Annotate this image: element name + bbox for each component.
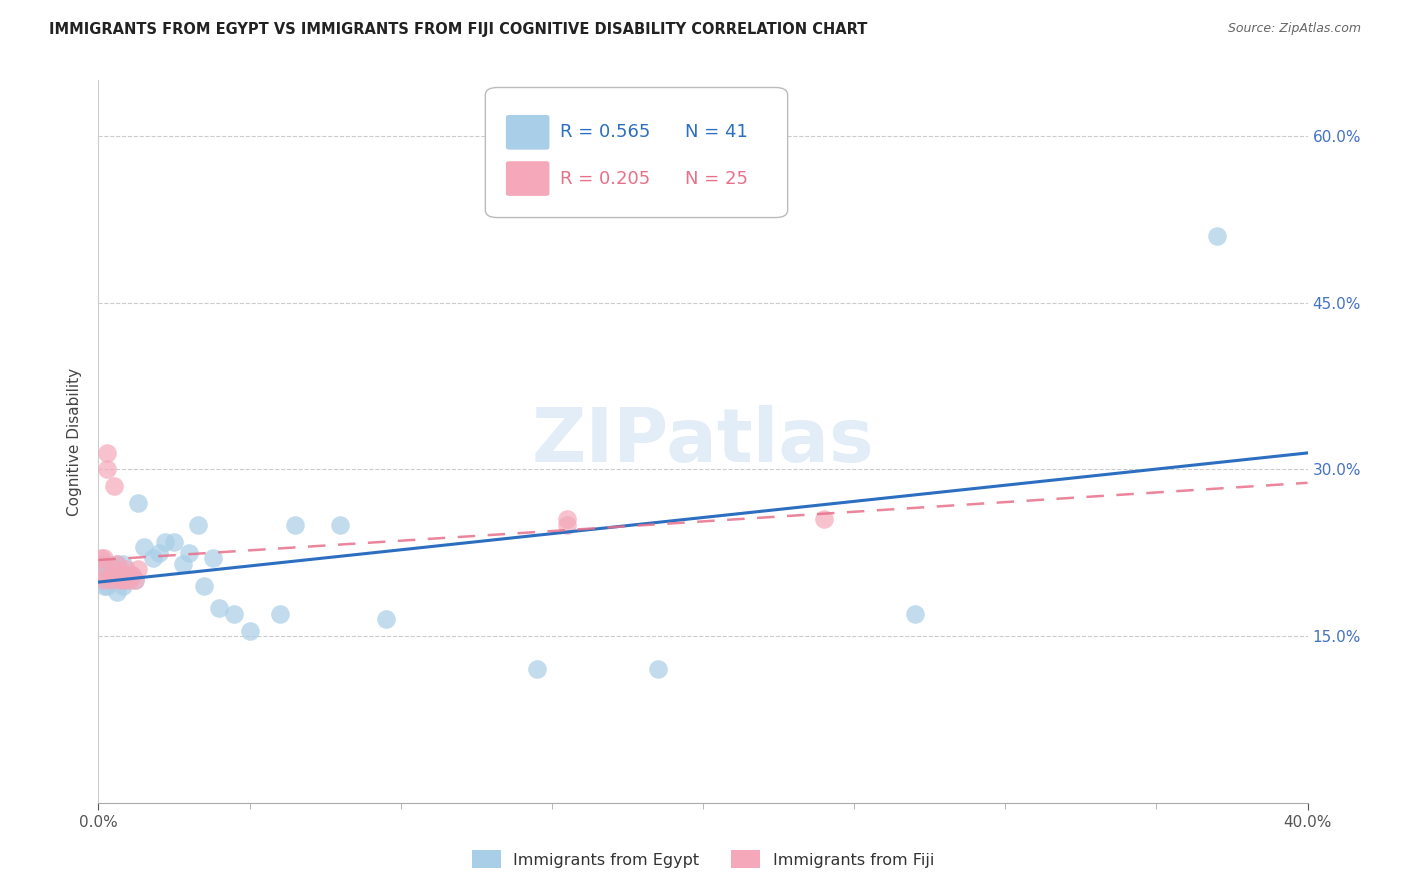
Point [118,568,141,582]
Point [142,551,165,566]
Point [90,557,112,571]
Point [904,607,927,621]
Text: R = 0.565: R = 0.565 [561,123,651,141]
Point [90,568,112,582]
Point [239,624,262,638]
Y-axis label: Cognitive Disability: Cognitive Disability [66,368,82,516]
Text: N = 41: N = 41 [685,123,748,141]
Point [108,568,131,582]
Point [105,557,128,571]
Text: ZIPatlas: ZIPatlas [531,405,875,478]
Point [100,562,122,576]
Point [96,557,118,571]
Point [108,574,131,588]
Point [100,574,122,588]
Point [163,534,186,549]
Point [96,462,118,476]
Point [118,574,141,588]
FancyBboxPatch shape [506,161,550,196]
Point [555,512,578,526]
Point [187,517,209,532]
Point [103,568,125,582]
Point [105,584,128,599]
Point [103,479,125,493]
Point [193,579,215,593]
Text: Source: ZipAtlas.com: Source: ZipAtlas.com [1227,22,1361,36]
Point [105,557,128,571]
Point [93,574,115,588]
Point [179,546,201,560]
Point [127,496,149,510]
Point [93,562,115,576]
Text: R = 0.205: R = 0.205 [561,169,651,187]
Point [121,568,143,582]
Point [153,534,176,549]
Text: N = 25: N = 25 [685,169,748,187]
Point [647,662,669,676]
Point [118,568,141,582]
Point [374,612,396,626]
Point [93,551,115,566]
Point [114,574,136,588]
Point [1206,228,1229,243]
Point [114,562,136,576]
Point [224,607,246,621]
Point [208,601,231,615]
Point [111,557,134,571]
Point [132,540,155,554]
Point [172,557,194,571]
Point [111,579,134,593]
Point [90,568,112,582]
Point [96,445,118,459]
Point [329,517,352,532]
Point [93,579,115,593]
Point [105,568,128,582]
Point [127,562,149,576]
Point [284,517,307,532]
Point [103,562,125,576]
FancyBboxPatch shape [506,115,550,150]
Point [202,551,225,566]
Point [124,574,146,588]
Text: IMMIGRANTS FROM EGYPT VS IMMIGRANTS FROM FIJI COGNITIVE DISABILITY CORRELATION C: IMMIGRANTS FROM EGYPT VS IMMIGRANTS FROM… [49,22,868,37]
Point [111,574,134,588]
Point [526,662,548,676]
Point [103,568,125,582]
FancyBboxPatch shape [485,87,787,218]
Point [269,607,291,621]
Point [111,568,134,582]
Point [100,568,122,582]
Legend: Immigrants from Egypt, Immigrants from Fiji: Immigrants from Egypt, Immigrants from F… [465,844,941,874]
Point [96,579,118,593]
Point [108,568,131,582]
Point [90,551,112,566]
Point [124,574,146,588]
Point [148,546,170,560]
Point [813,512,835,526]
Point [121,568,143,582]
Point [100,574,122,588]
Point [555,517,578,532]
